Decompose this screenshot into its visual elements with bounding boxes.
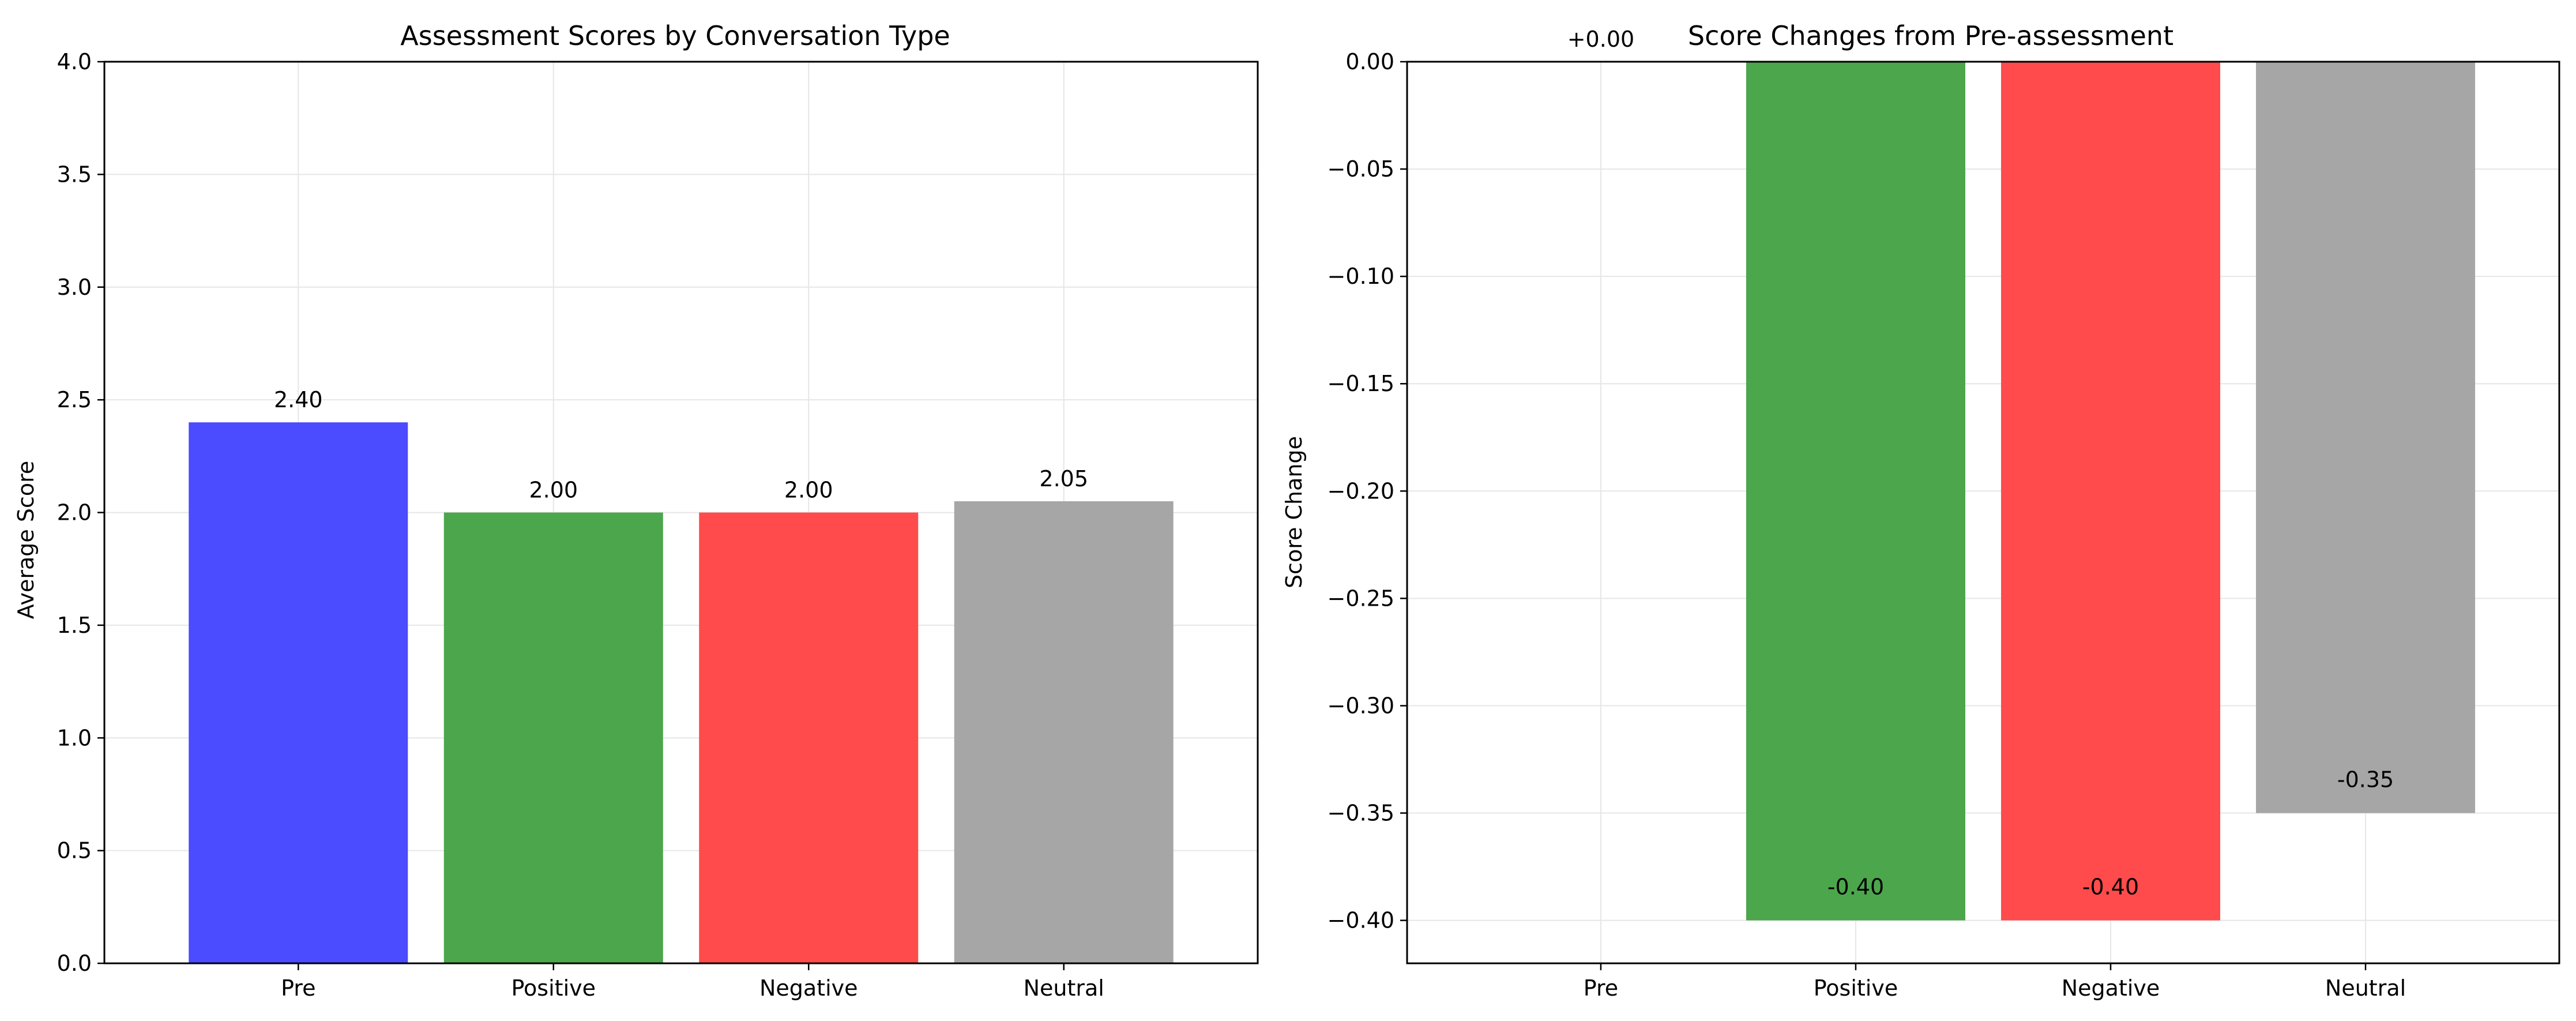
left-ytick-label: 3.5 — [57, 162, 92, 187]
right-xtick-label: Negative — [2062, 975, 2160, 1001]
right-xtick-label: Positive — [1814, 975, 1898, 1001]
left-ytick-label: 2.0 — [57, 500, 92, 525]
right-xtick-label: Neutral — [2325, 975, 2406, 1001]
right-data-label-neutral: -0.35 — [2337, 767, 2394, 793]
right-ytick-label: −0.40 — [1328, 908, 1394, 933]
right-ytick-label: −0.10 — [1328, 264, 1394, 289]
right-ytick-label: −0.35 — [1328, 801, 1394, 826]
right-chart-ylabel: Score Change — [1281, 436, 1307, 588]
right-chart-title: Score Changes from Pre-assessment — [1688, 20, 2173, 51]
right-ytick-label: 0.00 — [1345, 49, 1394, 74]
right-chart: Score Changes from Pre-assessment Score … — [1281, 20, 2560, 1001]
left-ytick-label: 1.0 — [57, 725, 92, 750]
left-data-label-neutral: 2.05 — [1039, 466, 1088, 491]
left-ytick-label: 1.5 — [57, 613, 92, 638]
left-bar-negative — [699, 512, 919, 963]
left-xtick-label: Negative — [759, 975, 858, 1001]
right-data-label-negative: -0.40 — [2082, 874, 2139, 900]
left-ytick-label: 0.5 — [57, 838, 92, 864]
right-ytick-label: −0.20 — [1328, 478, 1394, 504]
left-bar-pre — [189, 422, 408, 963]
right-axes-frame — [1406, 61, 2560, 964]
left-ytick-label: 3.0 — [57, 275, 92, 300]
left-chart: Assessment Scores by Conversation Type A… — [13, 20, 1259, 1001]
left-bar-positive — [443, 512, 663, 963]
left-chart-ylabel: Average Score — [13, 461, 39, 620]
left-data-label-negative: 2.00 — [784, 478, 833, 503]
left-data-label-pre: 2.40 — [274, 387, 323, 412]
left-ytick-label: 2.5 — [57, 387, 92, 412]
left-xtick-label: Neutral — [1024, 975, 1104, 1001]
left-ytick-label: 4.0 — [57, 49, 92, 74]
right-bar-negative — [2001, 62, 2221, 921]
left-ytick-label: 0.0 — [57, 951, 92, 976]
right-ytick-label: −0.15 — [1328, 371, 1394, 396]
left-xtick-label: Pre — [281, 975, 315, 1001]
right-data-label-pre: +0.00 — [1567, 27, 1634, 52]
left-data-label-positive: 2.00 — [529, 478, 578, 503]
left-bar-neutral — [954, 501, 1174, 963]
right-ytick-label: −0.30 — [1328, 693, 1394, 718]
right-xtick-label: Pre — [1584, 975, 1618, 1001]
right-bar-positive — [1746, 62, 1965, 921]
left-xtick-label: Positive — [512, 975, 596, 1001]
right-ytick-label: −0.25 — [1328, 585, 1394, 611]
right-data-label-positive: -0.40 — [1827, 874, 1884, 900]
right-ytick-label: −0.05 — [1328, 156, 1394, 182]
right-bar-neutral — [2256, 62, 2476, 813]
left-chart-title: Assessment Scores by Conversation Type — [400, 20, 950, 51]
